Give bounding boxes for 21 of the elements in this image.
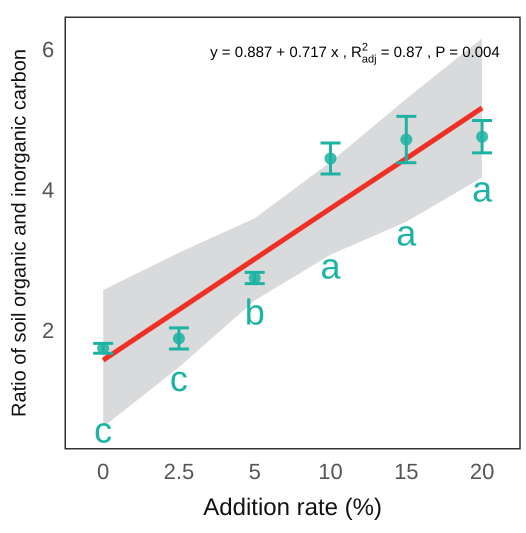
x-tick-label: 15	[394, 459, 419, 484]
annotation: a	[396, 212, 418, 254]
x-tick-label: 0	[97, 459, 110, 484]
annotation: a	[320, 246, 342, 287]
y-axis-title: Ratio of soil organic and inorganic carbon	[8, 49, 31, 417]
x-tick-label: 5	[248, 459, 261, 484]
x-tick-label: 20	[470, 459, 494, 484]
point	[476, 130, 488, 143]
point	[324, 152, 337, 164]
annotation: b	[244, 291, 265, 332]
point	[400, 134, 412, 146]
y-tick-label: 2	[42, 318, 54, 344]
y-tick-label: 6	[42, 37, 54, 62]
annotation: c	[170, 358, 188, 400]
x-axis-title: Addition rate (%)	[203, 494, 382, 522]
annotation: c	[94, 410, 112, 451]
point	[172, 332, 185, 344]
x-tick-label: 2.5	[164, 459, 194, 484]
x-tick-label: 10	[318, 459, 343, 484]
annotation: a	[472, 168, 494, 210]
y-tick-label: 4	[42, 178, 54, 203]
